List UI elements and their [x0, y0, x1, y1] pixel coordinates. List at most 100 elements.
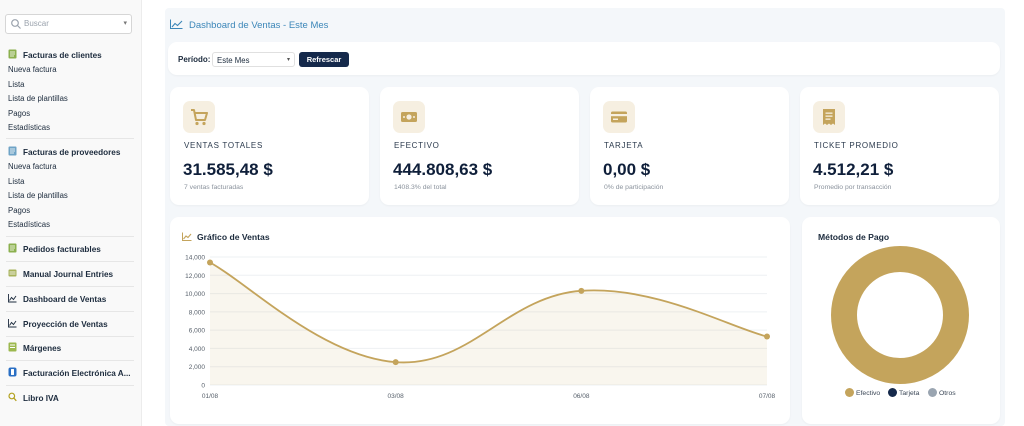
- kpi-subtitle: Promedio por transacción: [814, 184, 892, 191]
- line-chart-icon: [8, 294, 17, 303]
- line-chart-icon: [8, 319, 17, 328]
- kpi-subtitle: 1408.3% del total: [394, 184, 447, 191]
- sidebar-item-label: Márgenes: [23, 344, 62, 353]
- search-box[interactable]: Buscar ▾: [5, 14, 132, 34]
- sidebar-item-libro-iva[interactable]: Libro IVA: [8, 392, 59, 404]
- sidebar-section-label: Facturas de clientes: [23, 51, 102, 60]
- divider: [6, 360, 134, 361]
- kpi-value: 444.808,63 $: [393, 160, 493, 179]
- sidebar-section-label: Facturas de proveedores: [23, 148, 121, 157]
- cash-icon: [401, 112, 417, 122]
- donut-slice[interactable]: [831, 246, 969, 384]
- credit-card-icon: [611, 111, 627, 123]
- period-select-value: Este Mes: [217, 56, 250, 65]
- sidebar-item-nueva-factura[interactable]: Nueva factura: [8, 65, 57, 74]
- divider: [6, 311, 134, 312]
- legend-item-otros[interactable]: Otros: [928, 388, 956, 397]
- invoice-icon: [8, 146, 17, 156]
- cart-icon: [191, 109, 208, 126]
- invoice-icon: [8, 243, 17, 253]
- sidebar-item-lista-plantillas[interactable]: Lista de plantillas: [8, 191, 68, 200]
- legend-swatch: [928, 388, 937, 397]
- kpi-subtitle: 0% de participación: [604, 184, 664, 191]
- sidebar-item-proyeccion-ventas[interactable]: Proyección de Ventas: [8, 318, 108, 330]
- document-icon: [8, 342, 17, 352]
- kpi-title: EFECTIVO: [394, 141, 440, 150]
- sidebar-item-dashboard-ventas[interactable]: Dashboard de Ventas: [8, 293, 106, 305]
- kpi-value: 4.512,21 $: [813, 160, 894, 179]
- legend-label: Efectivo: [856, 390, 881, 397]
- divider: [6, 385, 134, 386]
- y-tick-label: 0: [201, 383, 205, 390]
- sidebar-section-facturas-proveedores[interactable]: Facturas de proveedores: [8, 146, 120, 158]
- data-point[interactable]: [578, 287, 585, 294]
- sidebar-item-label: Manual Journal Entries: [23, 270, 114, 279]
- divider: [6, 236, 134, 237]
- y-tick-label: 10,000: [185, 291, 205, 298]
- kpi-icon-box: [603, 101, 635, 133]
- period-label: Período:: [178, 55, 211, 64]
- journal-icon: [8, 269, 17, 277]
- legend-swatch: [845, 388, 854, 397]
- kpi-card-efectivo: EFECTIVO 444.808,63 $ 1408.3% del total: [380, 87, 579, 205]
- sidebar-item-label: Proyección de Ventas: [23, 320, 108, 329]
- y-tick-label: 4,000: [189, 346, 206, 353]
- x-tick-label: 03/08: [388, 393, 405, 400]
- sidebar-item-label: Facturación Electrónica A...: [23, 369, 131, 378]
- search-input[interactable]: Buscar: [24, 19, 49, 28]
- refresh-button[interactable]: Refrescar: [299, 52, 349, 67]
- line-chart-icon: [170, 19, 183, 29]
- divider: [6, 286, 134, 287]
- legend-label: Otros: [939, 390, 956, 397]
- data-point[interactable]: [207, 259, 213, 266]
- kpi-title: TARJETA: [604, 141, 644, 150]
- electronic-invoice-icon: [8, 367, 17, 377]
- sales-chart: 0 2,000 4,000 6,000 8,000 10,000 12,000 14,000 0…: [185, 255, 775, 401]
- kpi-value: 0,00 $: [603, 160, 651, 179]
- magnifier-icon: [8, 392, 17, 402]
- divider: [6, 261, 134, 262]
- kpi-value: 31.585,48 $: [183, 160, 273, 179]
- sidebar-item-pedidos-facturables[interactable]: Pedidos facturables: [8, 243, 101, 255]
- sidebar-item-lista[interactable]: Lista: [8, 79, 25, 89]
- kpi-subtitle: 7 ventas facturadas: [184, 184, 244, 191]
- sidebar-item-margenes[interactable]: Márgenes: [8, 342, 61, 354]
- invoice-icon: [8, 49, 17, 59]
- kpi-card-tarjeta: TARJETA 0,00 $ 0% de participación: [590, 87, 789, 205]
- sidebar-item-pagos[interactable]: Pagos: [8, 108, 31, 118]
- x-tick-label: 06/08: [573, 393, 590, 400]
- legend-item-efectivo[interactable]: Efectivo: [845, 388, 880, 397]
- page-title: Dashboard de Ventas - Este Mes: [189, 20, 329, 31]
- sidebar-item-manual-journal-entries[interactable]: Manual Journal Entries: [8, 268, 113, 280]
- y-tick-label: 14,000: [185, 255, 205, 262]
- chevron-down-icon[interactable]: ▾: [123, 20, 127, 27]
- sidebar-item-facturacion-electronica[interactable]: Facturación Electrónica A...: [8, 367, 131, 379]
- sidebar-section-facturas-clientes[interactable]: Facturas de clientes: [8, 49, 102, 61]
- legend-swatch: [888, 388, 897, 397]
- sidebar-item-pagos[interactable]: Pagos: [8, 205, 31, 215]
- period-select[interactable]: Este Mes ▾: [212, 52, 295, 67]
- y-tick-label: 2,000: [189, 364, 206, 371]
- sidebar-item-lista-plantillas[interactable]: Lista de plantillas: [8, 94, 68, 103]
- kpi-card-ticket-promedio: TICKET PROMEDIO 4.512,21 $ Promedio por …: [800, 87, 999, 205]
- sidebar-item-estadisticas[interactable]: Estadísticas: [8, 123, 51, 132]
- sidebar-item-nueva-factura[interactable]: Nueva factura: [8, 162, 57, 171]
- sidebar-item-label: Libro IVA: [23, 394, 59, 403]
- search-icon: [11, 19, 21, 29]
- y-tick-label: 6,000: [189, 328, 206, 335]
- sales-chart-card: [170, 217, 790, 424]
- kpi-title: VENTAS TOTALES: [184, 141, 264, 150]
- data-point[interactable]: [764, 333, 770, 340]
- series-line: [209, 261, 768, 364]
- legend-label: Tarjeta: [899, 390, 920, 397]
- sidebar-item-lista[interactable]: Lista: [8, 176, 25, 186]
- sidebar-item-estadisticas[interactable]: Estadísticas: [8, 220, 51, 229]
- sidebar-item-label: Dashboard de Ventas: [23, 295, 107, 304]
- payment-donut-chart: [831, 246, 969, 384]
- chevron-down-icon: ▾: [286, 57, 290, 63]
- series-area: [210, 262, 767, 385]
- data-point[interactable]: [392, 359, 399, 366]
- kpi-title: TICKET PROMEDIO: [814, 141, 899, 150]
- legend-item-tarjeta[interactable]: Tarjeta: [888, 388, 919, 397]
- kpi-icon-box: [183, 101, 215, 133]
